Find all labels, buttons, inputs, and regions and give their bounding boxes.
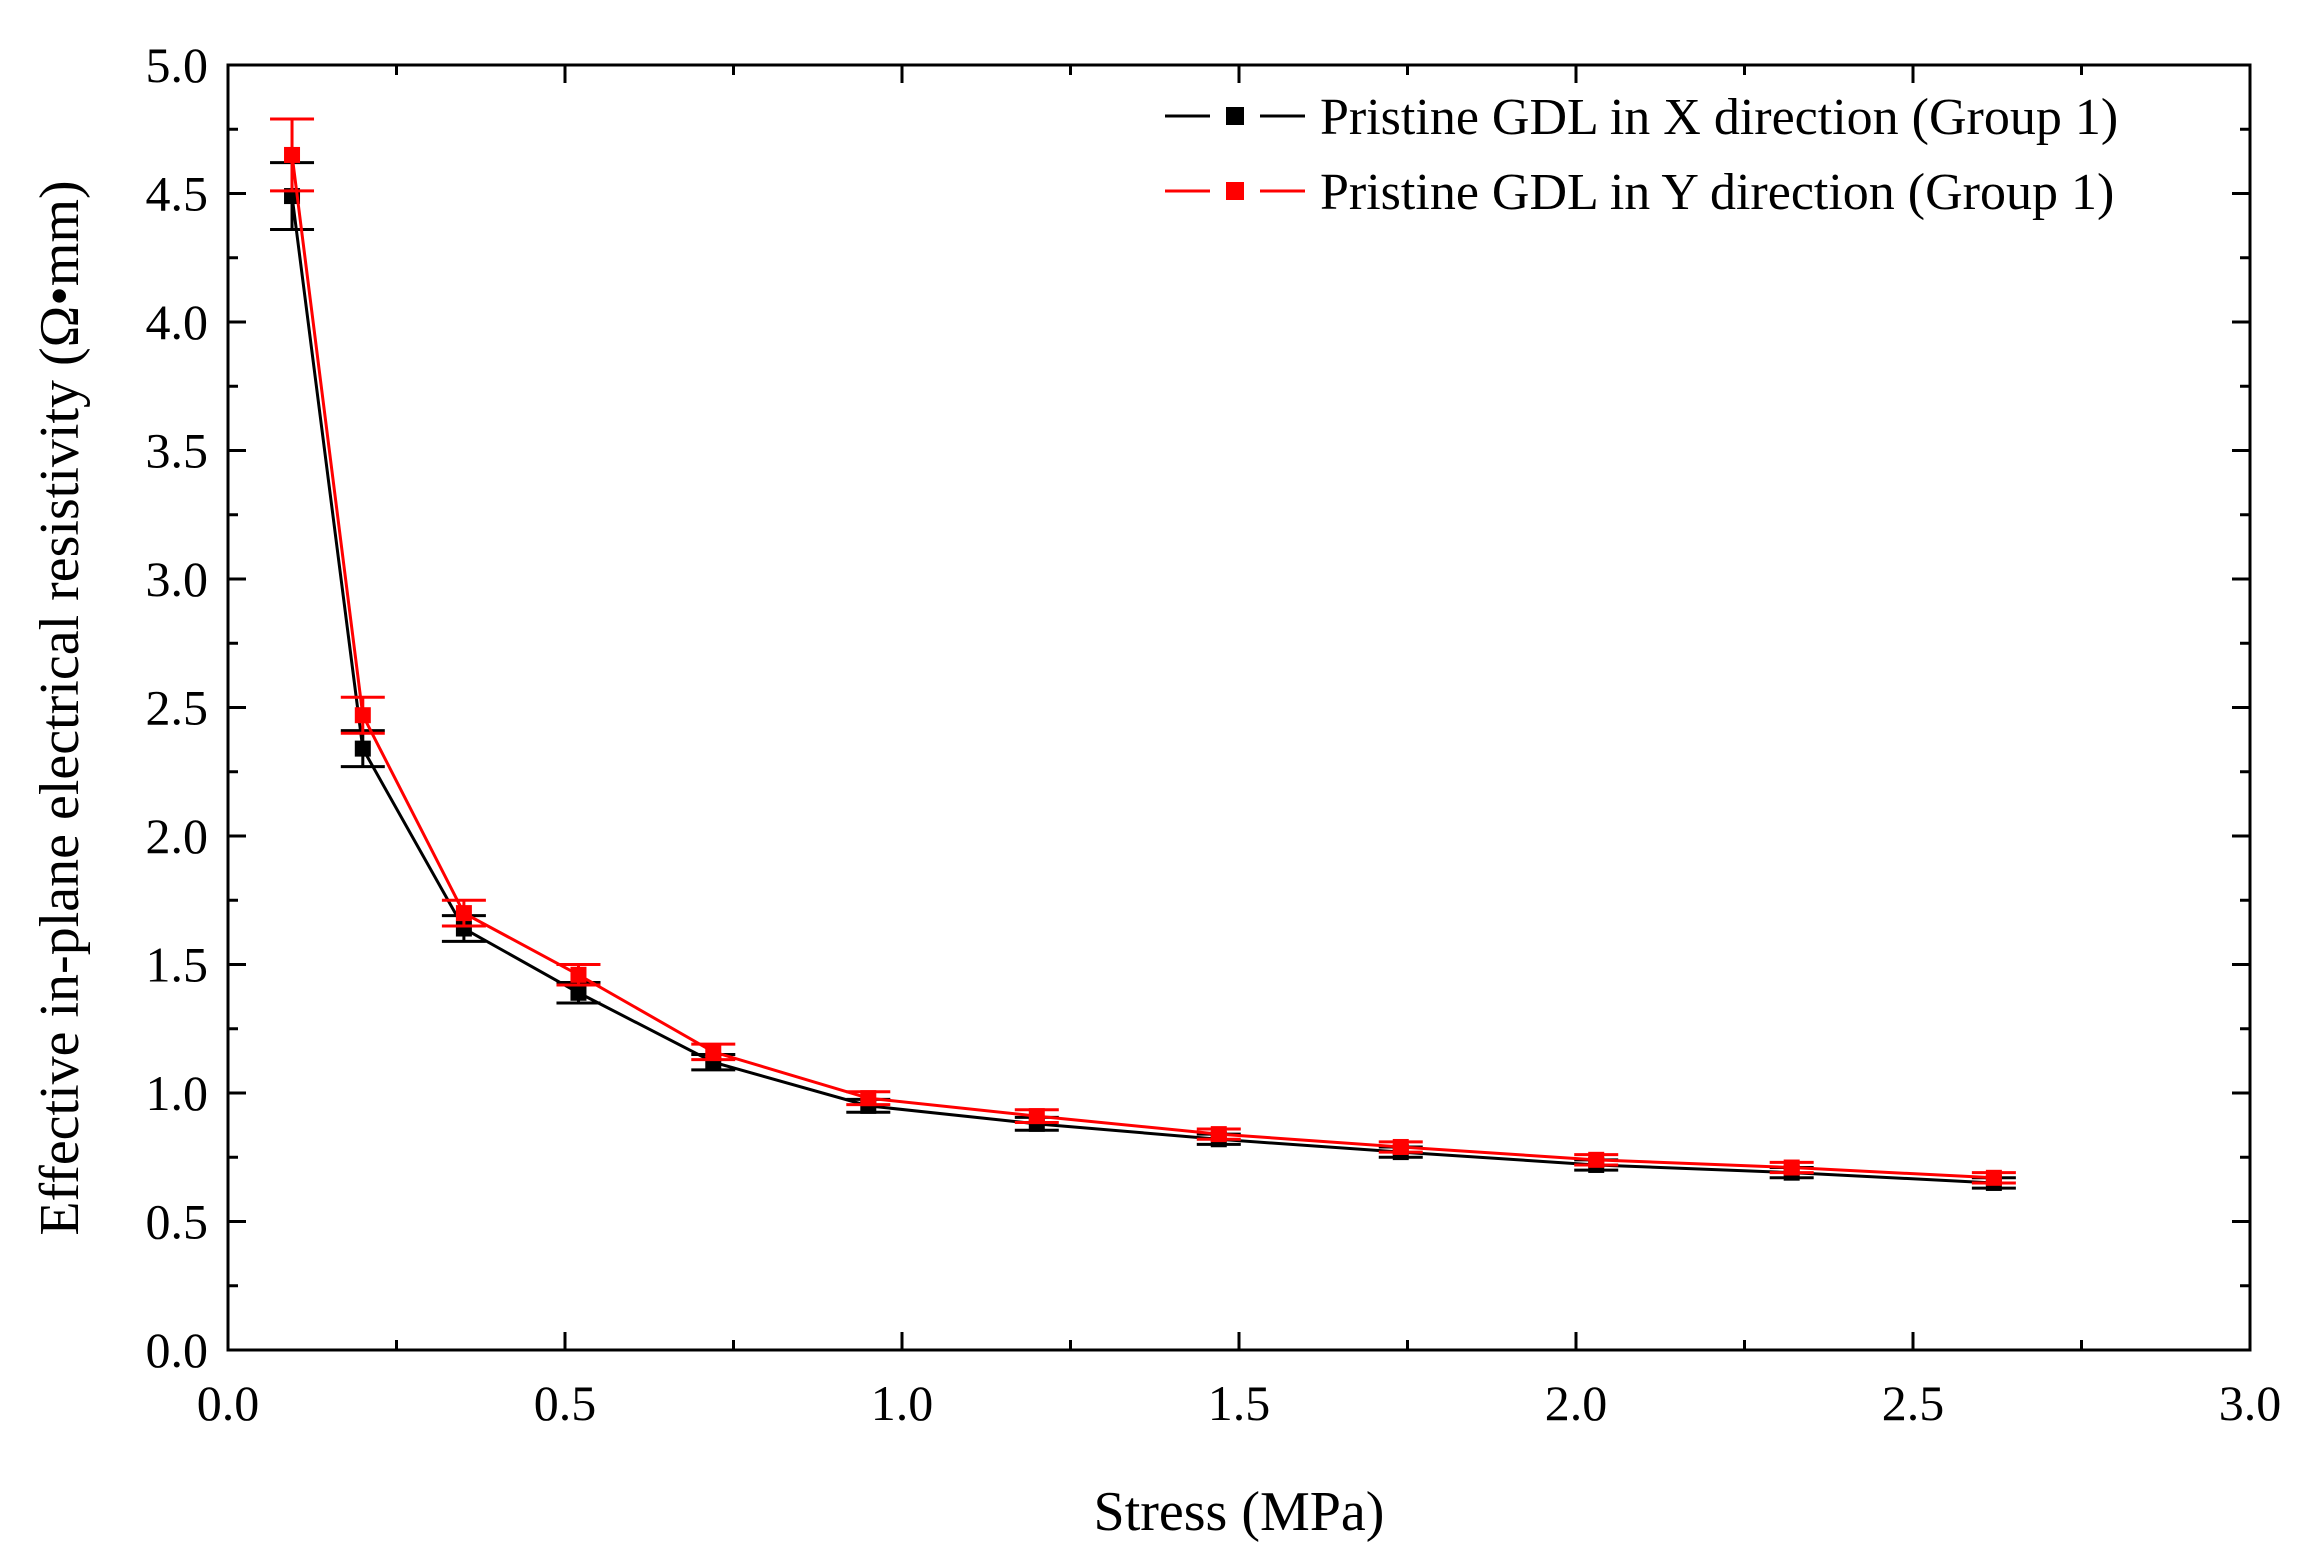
data-point xyxy=(455,905,472,922)
series-layer xyxy=(270,117,2016,1191)
legend-label-y: Pristine GDL in Y direction (Group 1) xyxy=(1320,164,2114,221)
y-axis: 0.0 0.5 1.0 1.5 2.0 2.5 3.0 3.5 4.0 4.5 5.0 xyxy=(146,37,2250,1378)
data-point xyxy=(354,740,371,757)
x-tick-label: 3.0 xyxy=(2219,1375,2282,1431)
data-point xyxy=(1985,1169,2002,1186)
plot-frame xyxy=(226,63,2252,1352)
x-tick-label: 0.0 xyxy=(197,1375,260,1431)
data-point xyxy=(354,707,371,724)
legend-marker-x xyxy=(1226,107,1244,125)
data-point xyxy=(284,146,301,163)
data-point xyxy=(1392,1138,1409,1155)
data-point xyxy=(570,966,587,983)
data-point xyxy=(1588,1151,1605,1168)
data-point xyxy=(1783,1159,1800,1176)
y-tick-label: 1.5 xyxy=(146,937,209,993)
series-x-direction xyxy=(270,161,2016,1191)
data-point xyxy=(1028,1108,1045,1125)
series-line xyxy=(290,195,1994,1185)
y-axis-title: Effective in-plane electrical resistivit… xyxy=(29,180,91,1235)
y-tick-label: 0.0 xyxy=(146,1322,209,1378)
y-tick-label: 2.0 xyxy=(146,808,209,864)
legend: Pristine GDL in X direction (Group 1) Pr… xyxy=(1165,89,2118,221)
x-tick-label: 2.0 xyxy=(1545,1375,1608,1431)
x-tick-label: 2.5 xyxy=(1882,1375,1945,1431)
y-tick-label: 0.5 xyxy=(146,1194,209,1250)
x-tick-label: 1.5 xyxy=(1208,1375,1271,1431)
y-tick-label: 4.0 xyxy=(146,294,209,350)
y-tick-label: 2.5 xyxy=(146,680,209,736)
y-tick-label: 1.0 xyxy=(146,1065,209,1121)
x-axis: 0.0 0.5 1.0 1.5 2.0 2.5 3.0 xyxy=(197,65,2282,1431)
data-point xyxy=(705,1043,722,1060)
legend-marker-y xyxy=(1226,182,1244,200)
data-point xyxy=(570,984,587,1001)
y-tick-label: 3.5 xyxy=(146,423,209,479)
x-axis-title: Stress (MPa) xyxy=(1094,1481,1385,1543)
x-tick-label: 1.0 xyxy=(871,1375,934,1431)
y-tick-label: 3.0 xyxy=(146,551,209,607)
data-point xyxy=(1210,1126,1227,1143)
y-tick-label: 4.5 xyxy=(146,166,209,222)
series-line xyxy=(290,154,1994,1180)
x-tick-label: 0.5 xyxy=(534,1375,597,1431)
series-y-direction xyxy=(270,117,2016,1186)
data-point xyxy=(860,1090,877,1107)
legend-label-x: Pristine GDL in X direction (Group 1) xyxy=(1320,89,2118,146)
y-tick-label: 5.0 xyxy=(146,37,209,93)
